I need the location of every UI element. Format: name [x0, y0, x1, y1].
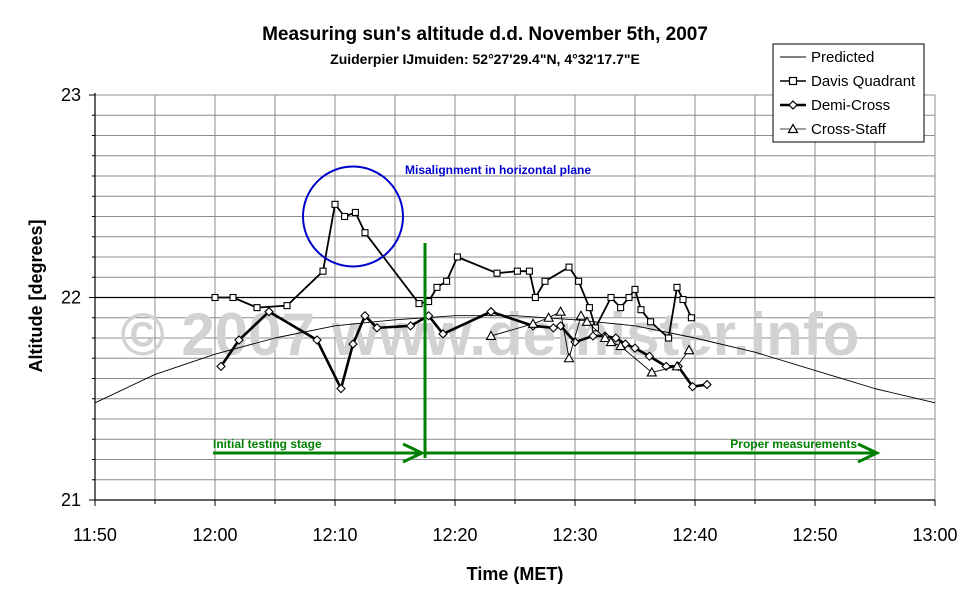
- proper-measurements-label: Proper measurements: [730, 437, 857, 451]
- misalignment-label: Misalignment in horizontal plane: [405, 163, 591, 177]
- data-point-cross-staff: [543, 312, 555, 322]
- data-point-davis-quadrant: [229, 293, 237, 302]
- data-point-demi-cross: [630, 343, 640, 353]
- data-point-davis-quadrant: [283, 302, 291, 310]
- legend-marker-square: [788, 76, 798, 86]
- data-point-davis-quadrant: [541, 277, 549, 285]
- data-point-demi-cross: [372, 323, 382, 333]
- data-point-davis-quadrant: [607, 293, 615, 302]
- data-point-demi-cross: [702, 379, 712, 390]
- x-tick-label: 13:00: [912, 525, 957, 545]
- initial-stage-label: Initial testing stage: [213, 437, 322, 451]
- data-point-demi-cross: [687, 381, 698, 392]
- data-point-demi-cross: [336, 383, 346, 394]
- data-point-davis-quadrant: [591, 324, 599, 332]
- data-point-davis-quadrant: [453, 253, 461, 261]
- legend: Predicted Davis Quadrant Demi-Cross Cros…: [772, 43, 925, 143]
- data-point-davis-quadrant: [253, 304, 261, 312]
- x-axis-title: Time (MET): [467, 564, 564, 584]
- data-point-demi-cross: [438, 329, 448, 339]
- data-point-cross-staff: [671, 360, 683, 371]
- x-tick-label: 12:10: [312, 525, 357, 545]
- data-point-cross-staff: [615, 340, 627, 351]
- data-point-davis-quadrant: [525, 267, 533, 275]
- x-tick-label: 12:50: [792, 525, 837, 545]
- proper-measurements-arrowhead: [857, 442, 881, 464]
- data-point-davis-quadrant: [443, 277, 451, 285]
- annotation-layer: Misalignment in horizontal plane Initial …: [213, 163, 881, 464]
- data-point-davis-quadrant: [565, 263, 573, 271]
- data-point-davis-quadrant: [415, 300, 423, 308]
- data-point-demi-cross: [348, 339, 358, 349]
- data-point-davis-quadrant: [351, 208, 359, 216]
- data-point-davis-quadrant: [625, 293, 633, 302]
- data-point-cross-staff: [646, 366, 658, 377]
- data-point-demi-cross: [644, 351, 655, 362]
- data-point-cross-staff: [527, 318, 539, 328]
- data-point-cross-staff: [563, 352, 575, 363]
- data-point-demi-cross: [405, 321, 416, 331]
- legend-label-davis: Davis Quadrant: [811, 73, 916, 90]
- data-point-demi-cross: [360, 310, 370, 321]
- data-point-demi-cross: [234, 335, 244, 345]
- legend-label-cross: Cross-Staff: [811, 121, 887, 138]
- misalignment-circle: [302, 165, 404, 268]
- series-layer: [94, 200, 936, 404]
- data-point-davis-quadrant: [575, 277, 583, 285]
- data-point-davis-quadrant: [679, 295, 687, 304]
- data-point-demi-cross: [588, 331, 598, 341]
- data-point-cross-staff: [575, 310, 587, 320]
- x-tick-label: 11:50: [73, 525, 117, 545]
- data-point-demi-cross: [548, 323, 559, 333]
- legend-marker-triangle: [787, 123, 799, 134]
- data-point-davis-quadrant: [513, 267, 521, 275]
- data-point-cross-staff: [605, 336, 617, 347]
- initial-stage-arrowhead: [402, 442, 426, 464]
- data-point-davis-quadrant: [361, 229, 369, 237]
- data-point-cross-staff: [599, 332, 611, 343]
- data-point-davis-quadrant: [585, 304, 593, 312]
- data-point-demi-cross: [611, 333, 621, 343]
- data-point-cross-staff: [485, 330, 497, 341]
- data-point-davis-quadrant: [637, 306, 645, 314]
- x-tick-label: 12:00: [192, 525, 237, 545]
- legend-label-demi: Demi-Cross: [811, 97, 890, 114]
- series-line-predicted: [94, 315, 936, 404]
- data-point-davis-quadrant: [433, 283, 441, 291]
- data-point-davis-quadrant: [687, 314, 695, 322]
- data-point-cross-staff: [581, 316, 593, 326]
- data-point-demi-cross: [264, 306, 274, 317]
- y-tick-label: 21: [61, 490, 81, 510]
- data-point-davis-quadrant: [631, 285, 639, 293]
- data-point-davis-quadrant: [341, 212, 349, 221]
- data-point-demi-cross: [312, 335, 322, 345]
- data-point-demi-cross: [486, 306, 496, 317]
- data-point-cross-staff: [555, 306, 567, 316]
- data-point-davis-quadrant: [647, 318, 655, 326]
- plot-grid: [95, 94, 936, 500]
- chart-title: Measuring sun's altitude d.d. November 5…: [262, 24, 708, 45]
- data-point-davis-quadrant: [617, 304, 625, 312]
- y-axis-title: Altitude [degrees]: [26, 219, 46, 372]
- legend-marker-diamond: [788, 100, 798, 110]
- chart-subtitle: Zuiderpier IJmuiden: 52°27'29.4"N, 4°32'…: [330, 51, 640, 67]
- data-point-cross-staff: [683, 344, 695, 355]
- data-point-davis-quadrant: [673, 283, 681, 291]
- data-point-davis-quadrant: [331, 200, 339, 208]
- x-tick-label: 12:20: [432, 525, 477, 545]
- data-point-davis-quadrant: [319, 267, 327, 275]
- data-point-davis-quadrant: [493, 269, 501, 277]
- y-tick-label: 23: [61, 85, 81, 105]
- legend-label-predicted: Predicted: [811, 49, 874, 66]
- data-point-davis-quadrant: [531, 293, 539, 302]
- x-tick-label: 12:40: [672, 525, 717, 545]
- data-point-demi-cross: [216, 361, 226, 372]
- data-point-davis-quadrant: [211, 293, 219, 302]
- x-tick-label: 12:30: [552, 525, 597, 545]
- y-tick-label: 22: [61, 288, 81, 308]
- data-point-davis-quadrant: [665, 334, 673, 342]
- axes-layer: 11:50 12:00 12:10 12:20 12:30 12:40 12:50 13:00…: [61, 85, 958, 545]
